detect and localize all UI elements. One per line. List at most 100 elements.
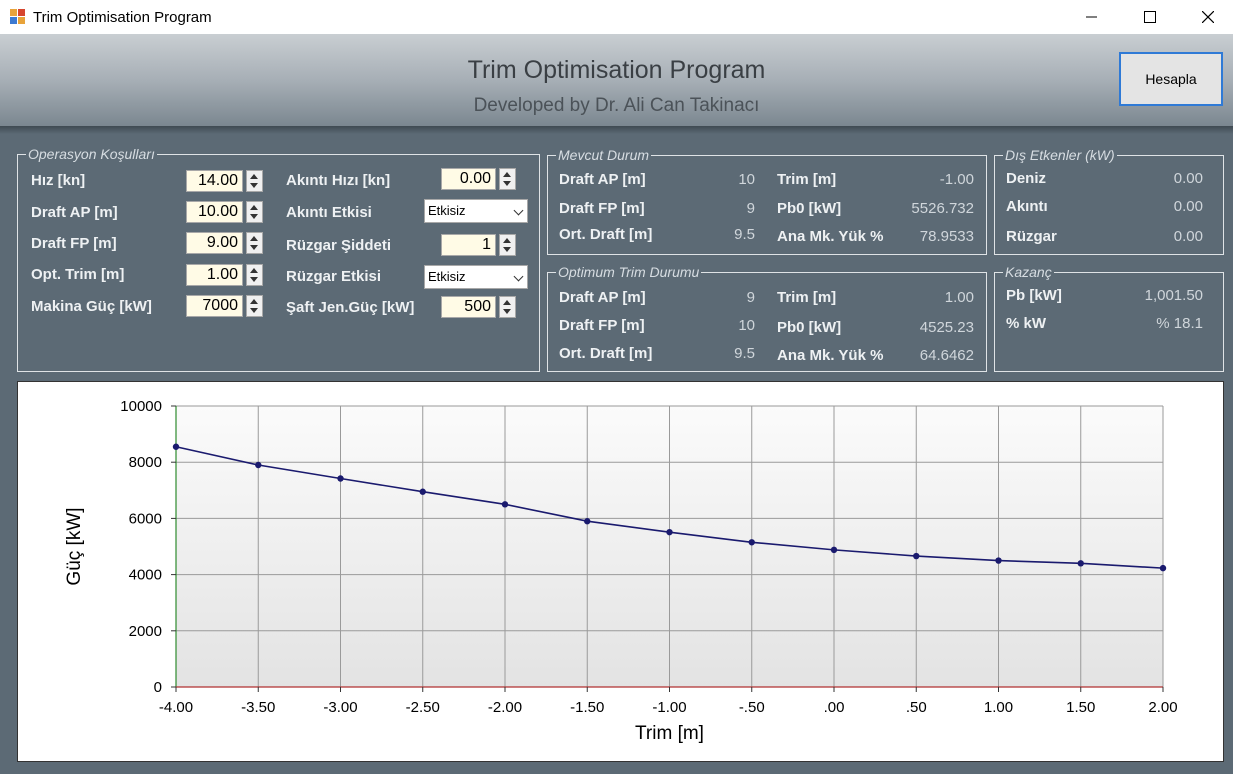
spin-arrows-icon[interactable]	[246, 295, 263, 317]
operasyon-group: Operasyon Koşulları	[17, 146, 540, 372]
draft-fp-label: Draft FP [m]	[31, 235, 117, 252]
x-tick-label: -3.00	[323, 699, 357, 716]
ruzgar-siddeti-label: Rüzgar Şiddeti	[286, 237, 392, 254]
makina-stepper[interactable]: 7000	[186, 295, 263, 317]
optimum-legend: Optimum Trim Durumu	[556, 264, 702, 280]
mevcut-ana-mk-value: 78.9533	[919, 228, 974, 245]
draft-ap-input[interactable]: 10.00	[186, 201, 243, 223]
close-icon	[1202, 11, 1214, 23]
x-tick-label: -4.00	[159, 699, 193, 716]
x-tick-label: .50	[906, 699, 927, 716]
akinti-label: Akıntı	[1006, 198, 1048, 215]
x-tick-label: 1.00	[984, 699, 1013, 716]
akinti-etkisi-select[interactable]: Etkisiz	[424, 199, 528, 223]
data-point	[1077, 560, 1084, 567]
spin-arrows-icon[interactable]	[246, 201, 263, 223]
draft-ap-stepper[interactable]: 10.00	[186, 201, 263, 223]
optimum-ort-draft-label: Ort. Draft [m]	[559, 345, 653, 362]
makina-label: Makina Güç [kW]	[31, 298, 152, 315]
mevcut-draft-fp-value: 9	[746, 200, 755, 217]
y-axis-label: Güç [kW]	[64, 507, 85, 585]
power-trim-chart: -4.00 -3.50 -3.00 -2.50 -2.00 -1.50 -1.00 -.50.…	[64, 398, 1178, 744]
hiz-label: Hız [kn]	[31, 172, 86, 189]
data-point	[830, 546, 838, 554]
mevcut-draft-ap-value: 10	[738, 171, 755, 188]
mevcut-ort-draft-value: 9.5	[734, 226, 755, 243]
spin-arrows-icon[interactable]	[499, 168, 516, 190]
mevcut-trim-label: Trim [m]	[777, 171, 837, 188]
optimum-trim-label: Trim [m]	[777, 289, 837, 306]
x-tick-label: .00	[824, 699, 845, 716]
draft-fp-input[interactable]: 9.00	[186, 232, 243, 254]
data-point	[1159, 564, 1167, 572]
mevcut-ana-mk-label: Ana Mk. Yük %	[777, 228, 884, 245]
x-tick-label: -.50	[739, 699, 765, 716]
x-tick-label: -2.50	[406, 699, 440, 716]
dis-etkenler-legend: Dış Etkenler (kW)	[1003, 147, 1117, 163]
chevron-down-icon	[513, 205, 524, 216]
spin-arrows-icon[interactable]	[246, 232, 263, 254]
pb-value: 1,001.50	[1144, 287, 1203, 304]
deniz-value: 0.00	[1173, 170, 1203, 187]
ruzgar-siddeti-stepper[interactable]: 1	[441, 234, 516, 256]
window-titlebar: Trim Optimisation Program	[0, 0, 1233, 34]
hiz-stepper[interactable]: 14.00	[186, 170, 263, 192]
optimum-pb0-value: 4525.23	[919, 319, 974, 336]
pb-label: Pb [kW]	[1006, 287, 1062, 304]
ruzgar-etkisi-select[interactable]: Etkisiz	[424, 265, 528, 289]
akinti-value: 0.00	[1173, 198, 1203, 215]
ruzgar-siddeti-input[interactable]: 1	[441, 234, 496, 256]
draft-ap-label: Draft AP [m]	[31, 204, 118, 221]
spin-arrows-icon[interactable]	[499, 234, 516, 256]
spin-arrows-icon[interactable]	[499, 296, 516, 318]
data-point	[172, 443, 180, 450]
minimize-button[interactable]	[1063, 0, 1121, 34]
spin-arrows-icon[interactable]	[246, 264, 263, 286]
program-title: Trim Optimisation Program	[467, 56, 766, 84]
saft-label: Şaft Jen.Güç [kW]	[286, 299, 415, 316]
saft-stepper[interactable]: 500	[441, 296, 516, 318]
hiz-input[interactable]: 14.00	[186, 170, 243, 192]
optimum-pb0-label: Pb0 [kW]	[777, 319, 842, 336]
y-tick-label: 8000	[129, 454, 162, 471]
dis-etkenler-group: Dış Etkenler (kW)	[994, 147, 1224, 255]
minimize-icon	[1086, 16, 1097, 18]
y-tick-label: 0	[154, 679, 162, 696]
program-subtitle: Developed by Dr. Ali Can Takinacı	[473, 95, 760, 116]
akinti-etkisi-value: Etkisiz	[428, 203, 466, 218]
hesapla-button[interactable]: Hesapla	[1119, 52, 1223, 106]
optimum-draft-fp-value: 10	[738, 317, 755, 334]
optimum-ana-mk-value: 64.6462	[919, 347, 974, 364]
x-tick-label: -1.50	[570, 699, 604, 716]
optimum-draft-ap-value: 9	[746, 289, 755, 306]
mevcut-draft-fp-label: Draft FP [m]	[559, 200, 645, 217]
optimum-ort-draft-value: 9.5	[734, 345, 755, 362]
chart-panel: -4.00 -3.50 -3.00 -2.50 -2.00 -1.50 -1.00 -.50.…	[17, 381, 1224, 762]
makina-input[interactable]: 7000	[186, 295, 243, 317]
akinti-hizi-input[interactable]: 0.00	[441, 168, 496, 190]
mevcut-group: Mevcut Durum	[547, 147, 987, 255]
optimum-draft-fp-label: Draft FP [m]	[559, 317, 645, 334]
akinti-etkisi-label: Akıntı Etkisi	[286, 204, 372, 221]
ruzgar-value: 0.00	[1173, 228, 1203, 245]
draft-fp-stepper[interactable]: 9.00	[186, 232, 263, 254]
x-tick-label: 2.00	[1148, 699, 1177, 716]
ruzgar-label: Rüzgar	[1006, 228, 1057, 245]
maximize-button[interactable]	[1121, 0, 1179, 34]
header-banner	[0, 34, 1233, 126]
mevcut-trim-value: -1.00	[939, 171, 974, 188]
kazanc-group: Kazanç	[994, 264, 1224, 372]
y-tick-label: 2000	[129, 623, 162, 640]
close-button[interactable]	[1179, 0, 1233, 34]
saft-input[interactable]: 500	[441, 296, 496, 318]
window-title: Trim Optimisation Program	[33, 9, 212, 26]
spin-arrows-icon[interactable]	[246, 170, 263, 192]
opt-trim-stepper[interactable]: 1.00	[186, 264, 263, 286]
opt-trim-input[interactable]: 1.00	[186, 264, 243, 286]
opt-trim-label: Opt. Trim [m]	[31, 266, 125, 283]
mevcut-pb0-value: 5526.732	[911, 200, 974, 217]
data-point	[666, 528, 673, 536]
ruzgar-etkisi-value: Etkisiz	[428, 269, 466, 284]
akinti-hizi-stepper[interactable]: 0.00	[441, 168, 516, 190]
x-axis-label: Trim [m]	[635, 723, 704, 744]
